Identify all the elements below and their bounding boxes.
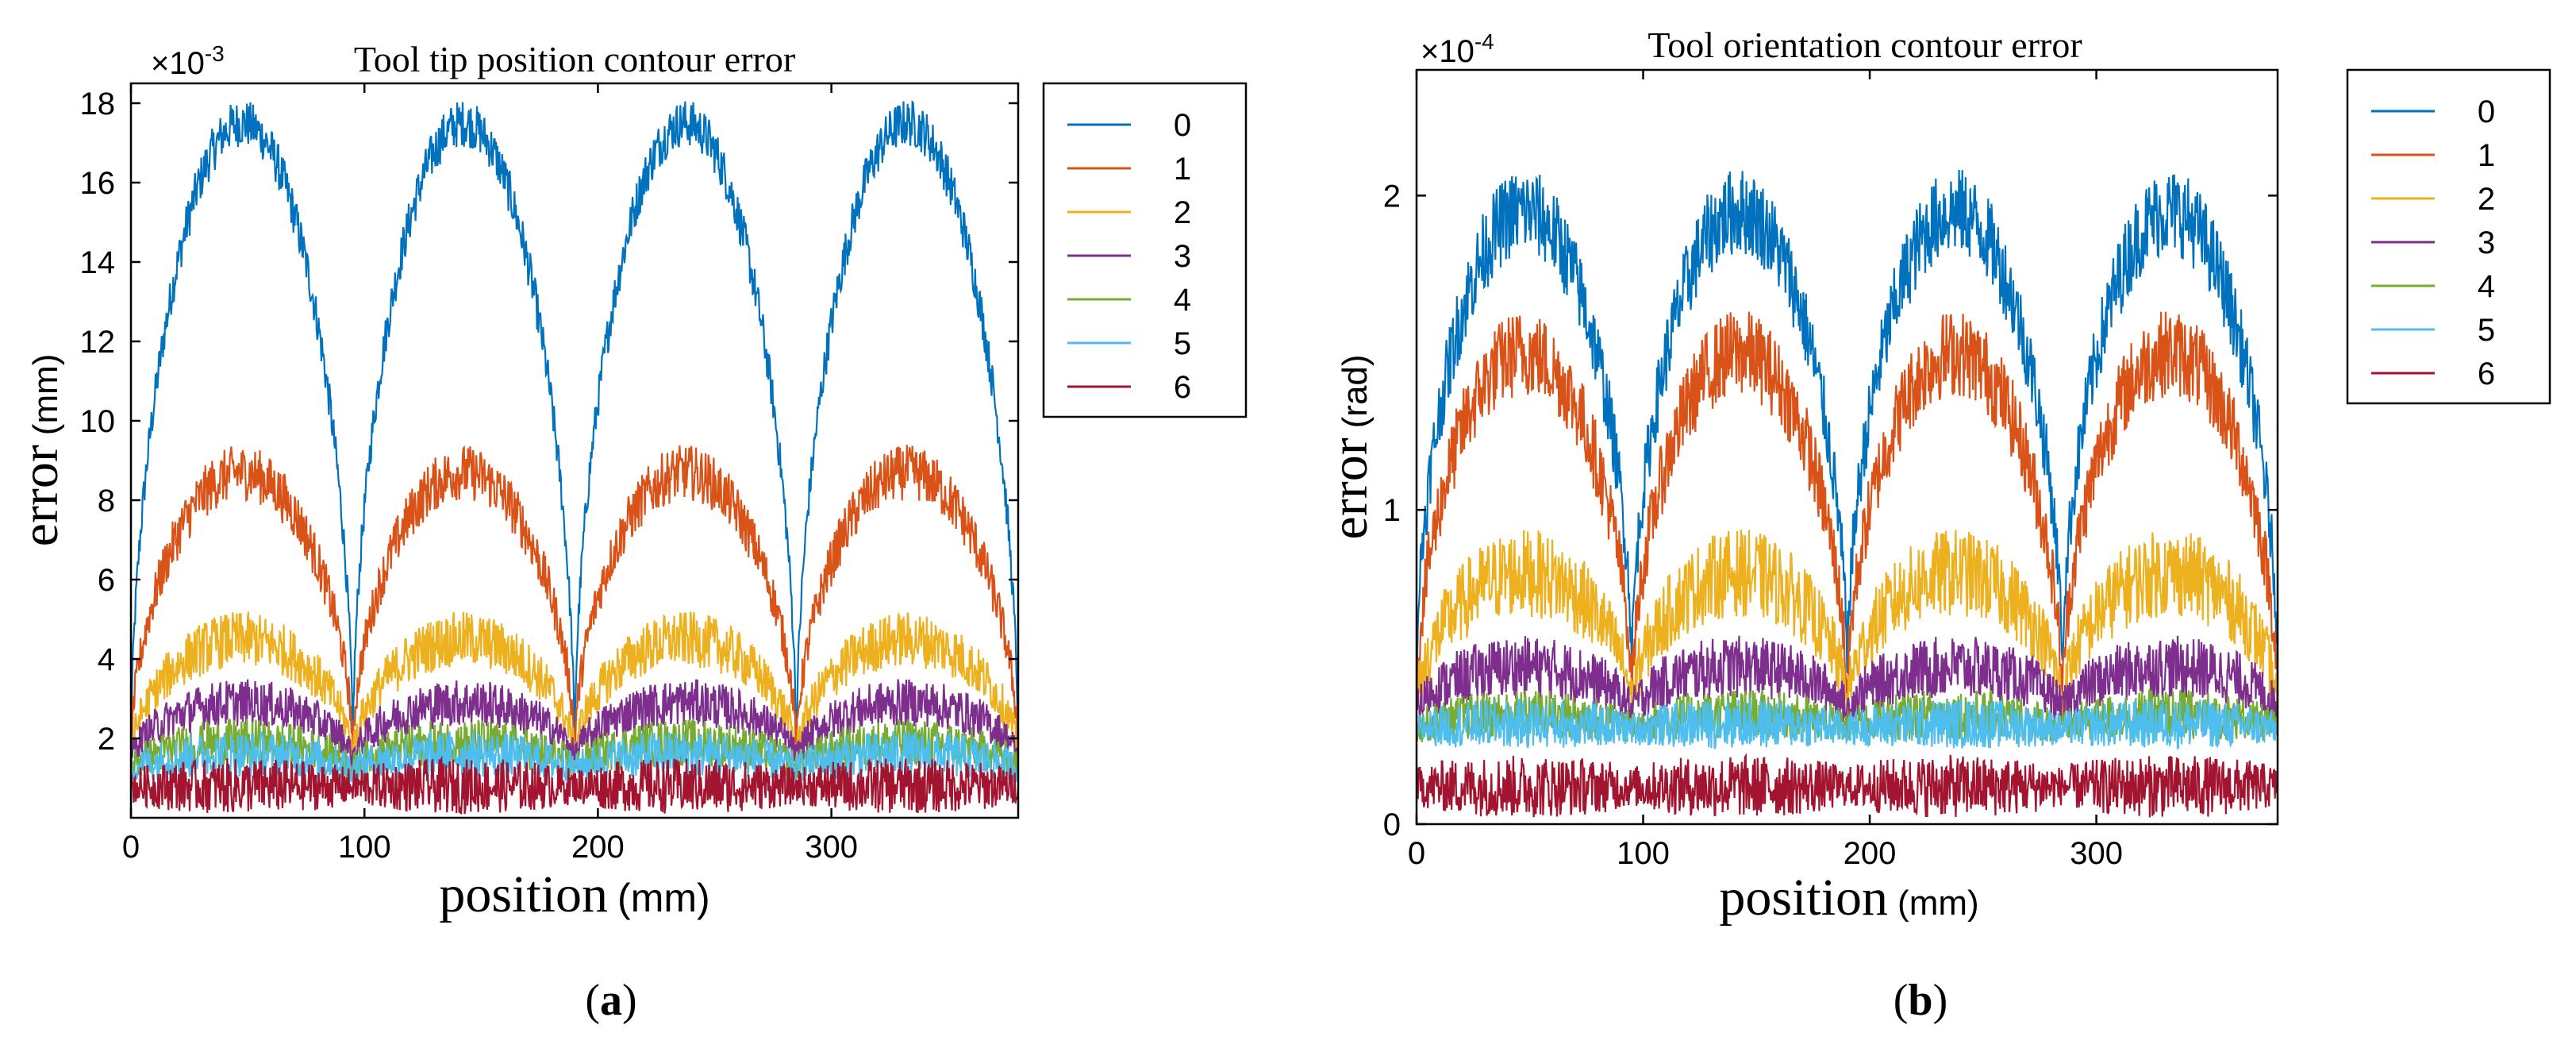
panel-b-y-label: error(rad) [1321, 354, 1378, 539]
panel-b-series-0-line [1417, 169, 2278, 702]
panel-a-legend-label-5: 5 [1174, 326, 1191, 361]
panel-a-y-tick-label: 12 [80, 325, 116, 360]
panel-a-legend-label-0: 0 [1174, 108, 1191, 143]
panel-a-axes-box [129, 82, 1020, 819]
panel-b-title: Tool orientation contour error [1647, 25, 2082, 65]
panel-b-legend-label-4: 4 [2478, 269, 2495, 304]
panel-b-legend: 0 1 2 3 4 5 6 [2346, 68, 2551, 405]
panel-a-y-tick-label: 4 [98, 642, 115, 677]
panel-b-series-group [1417, 169, 2278, 818]
panel-b-axes-box [1415, 68, 2279, 826]
panel-a-legend-label-4: 4 [1174, 283, 1191, 318]
panel-b-x-tick-label: 0 [1408, 836, 1425, 871]
panel-b-y-multiplier: ×10-4 [1421, 29, 1494, 69]
panel-b-legend-label-1: 1 [2478, 138, 2495, 173]
panel-b-x-tick-label: 200 [1844, 836, 1897, 871]
panel-b-legend-label-5: 5 [2478, 313, 2495, 348]
panel-a-ticks: 0 100 200 300 2 4 6 8 10 12 14 16 18 [80, 83, 1018, 865]
panel-a-y-tick-label: 14 [80, 245, 116, 280]
panel-a-x-tick-label: 200 [571, 830, 625, 865]
panel-b-ticks: 0 100 200 300 0 1 2 [1383, 70, 2278, 871]
panel-a-series-3-line [131, 679, 1018, 774]
panel-b-legend-label-2: 2 [2478, 182, 2495, 217]
panel-b-legend-label-3: 3 [2478, 225, 2495, 260]
panel-a-legend-label-2: 2 [1174, 195, 1191, 230]
panel-b-x-tick-label: 100 [1617, 836, 1670, 871]
panel-a-legend-label-1: 1 [1174, 152, 1191, 187]
panel-a-x-label: position (mm) [439, 865, 709, 923]
panel-a-y-label: error(mm) [11, 354, 69, 547]
panel-a-series-6-line [131, 755, 1018, 815]
panel-b-series-6-line [1417, 753, 2278, 818]
panel-b: 0 100 200 300 0 1 2 ×10-4 Tool orientation con… [1321, 25, 2551, 1025]
panel-b-legend-box [2346, 68, 2551, 405]
panel-a-legend-label-3: 3 [1174, 239, 1191, 274]
panel-a-y-tick-label: 6 [98, 563, 115, 598]
panel-b-series-3-line [1417, 635, 2278, 726]
panel-a-y-multiplier: ×10-3 [151, 41, 225, 81]
panel-a-y-tick-label: 16 [80, 166, 116, 201]
panel-b-legend-label-0: 0 [2478, 94, 2495, 129]
panel-a-legend: 0 1 2 3 4 5 6 [1042, 82, 1248, 418]
panel-a-series-group [131, 99, 1018, 815]
panel-a-y-tick-label: 8 [98, 484, 115, 518]
panel-a-title: Tool tip position contour error [354, 39, 795, 79]
panel-a-legend-box [1042, 82, 1248, 418]
panel-a-y-tick-label: 18 [80, 87, 116, 121]
panel-b-series-5-line [1417, 698, 2278, 750]
panel-b-x-label: position (mm) [1719, 869, 1978, 927]
panel-b-legend-label-6: 6 [2478, 356, 2495, 391]
panel-a-x-tick-label: 300 [805, 830, 858, 865]
panel-b-y-tick-label: 1 [1383, 493, 1401, 528]
panel-b-y-tick-label: 2 [1383, 179, 1401, 214]
panel-a-legend-label-6: 6 [1174, 370, 1191, 405]
panel-b-caption: (b) [1894, 976, 1947, 1025]
panel-b-x-tick-label: 300 [2070, 836, 2123, 871]
panel-a-series-0-line [131, 99, 1018, 768]
panel-a-x-tick-label: 100 [338, 830, 391, 865]
panel-a-y-tick-label: 10 [80, 404, 116, 439]
panel-a-y-tick-label: 2 [98, 722, 115, 757]
panel-a-caption: (a) [585, 976, 636, 1025]
panel-a-x-tick-label: 0 [122, 830, 140, 865]
panel-b-y-tick-label: 0 [1383, 807, 1401, 842]
